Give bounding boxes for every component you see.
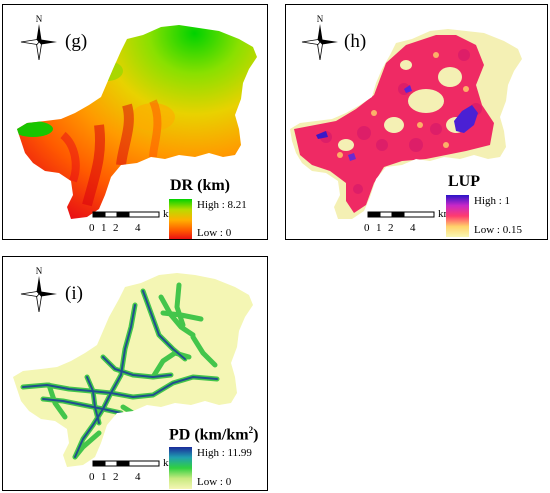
legend-title-i-end: ): [253, 426, 259, 444]
scale-tick-4: 4: [135, 222, 141, 234]
scale-tick-4: 4: [135, 471, 141, 483]
map-panel-g: N (g) km 0 1 2 4 DR (km) High : 8.21 Low…: [2, 4, 268, 240]
legend-high-i: High : 11.99: [197, 447, 252, 459]
north-label: N: [317, 14, 324, 24]
scale-tick-0: 0: [89, 222, 95, 234]
north-arrow-icon: N: [20, 266, 57, 313]
legend-low-h: Low : 0.15: [474, 224, 522, 236]
legend-low-g: Low : 0: [197, 227, 232, 239]
scale-tick-2: 2: [388, 222, 394, 234]
scale-tick-0: 0: [364, 222, 370, 234]
panel-label-g: (g): [65, 31, 88, 52]
scale-bar-graphic: [92, 460, 160, 467]
map-panel-h: N (h) km 0 1 2 4 LUP High : 1 Low : 0.15: [285, 4, 548, 240]
scale-tick-1: 1: [376, 222, 382, 234]
legend-ramp-i: [169, 447, 192, 489]
legend-ramp-g: [169, 199, 192, 239]
scale-tick-4: 4: [410, 222, 416, 234]
legend-title-i-main: PD (km/km: [169, 426, 249, 444]
legend-title-i-sup: 2: [248, 425, 254, 435]
panel-label-h: (h): [344, 31, 367, 52]
north-arrow-icon: N: [20, 14, 57, 61]
scale-tick-1: 1: [101, 471, 107, 483]
legend-low-i: Low : 0: [197, 476, 232, 488]
scale-bar-graphic: [92, 211, 160, 218]
distance-to-road-map: [17, 25, 257, 219]
legend-high-h: High : 1: [474, 195, 511, 207]
legend-title-h: LUP: [448, 173, 480, 190]
legend-title-g: DR (km): [170, 177, 230, 194]
scale-tick-2: 2: [113, 471, 119, 483]
road-density-map: [13, 273, 253, 467]
north-label: N: [36, 266, 43, 276]
panel-label-i: (i): [65, 283, 83, 304]
scale-tick-2: 2: [113, 222, 119, 234]
north-label: N: [36, 14, 43, 24]
map-panel-i: N (i) km 0 1 2 4 PD (km/km2) High : 11.9…: [2, 256, 268, 491]
legend-title-i: PD (km/km2): [169, 425, 258, 444]
north-arrow-icon: N: [301, 14, 338, 61]
scale-bar-graphic: [367, 211, 435, 218]
legend-ramp-h: [446, 195, 469, 237]
legend-high-g: High : 8.21: [197, 199, 247, 211]
land-use-map: [290, 29, 522, 219]
scale-tick-0: 0: [89, 471, 95, 483]
scale-tick-1: 1: [101, 222, 107, 234]
